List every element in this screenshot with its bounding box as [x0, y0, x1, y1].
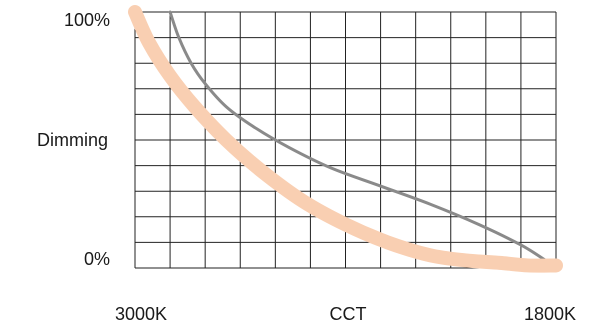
y-tick-label-bottom: 0%	[84, 249, 110, 269]
series-line-gray	[168, 10, 547, 262]
chart-grid	[134, 11, 557, 269]
x-tick-label-right: 1800K	[524, 304, 576, 324]
x-tick-label-left: 3000K	[115, 304, 167, 324]
series-layer	[128, 5, 563, 273]
y-tick-label-top: 100%	[64, 10, 110, 30]
y-axis-label: Dimming	[37, 130, 108, 150]
x-axis-label: CCT	[330, 304, 367, 324]
series-line-peach	[128, 5, 563, 273]
